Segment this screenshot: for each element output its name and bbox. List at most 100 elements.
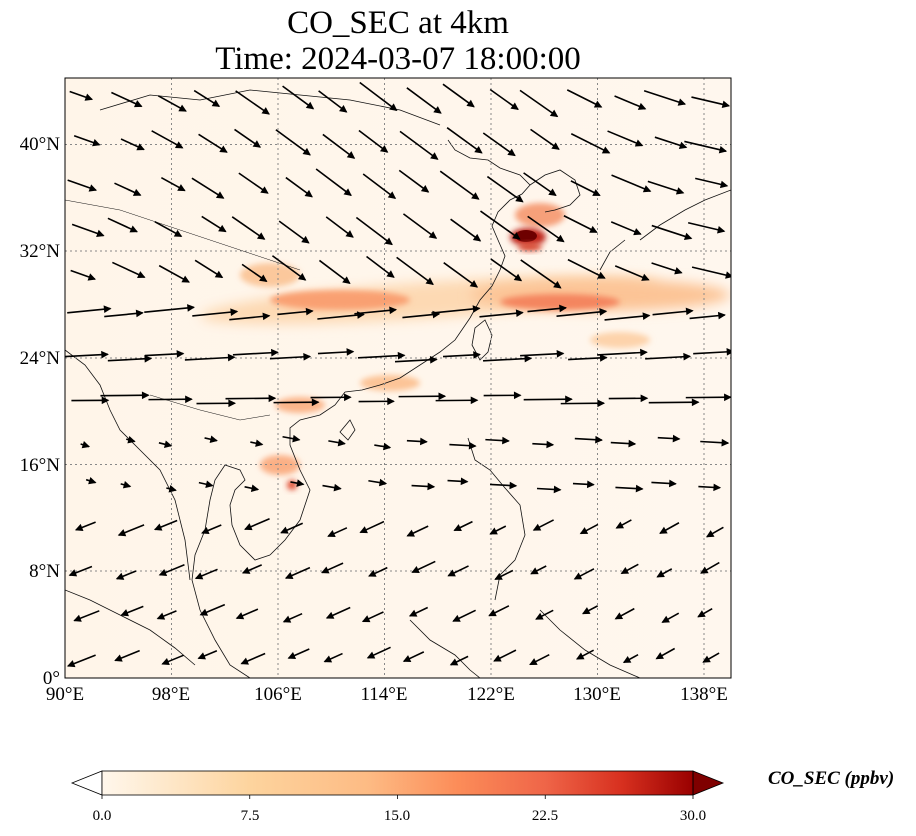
wind-arrow-head — [219, 145, 228, 153]
wind-arrow-head — [173, 229, 183, 237]
wind-arrow-head — [411, 566, 420, 573]
lat-label-24: 24°N — [19, 348, 60, 369]
wind-arrow-shaft — [556, 310, 607, 317]
wind-arrow-head — [260, 186, 269, 194]
wind-arrow-head — [472, 305, 481, 313]
plot-title-line2: Time: 2024-03-07 18:00:00 — [215, 41, 581, 77]
colorbar-tick-1: 7.5 — [240, 808, 260, 824]
wind-arrow-head — [460, 477, 469, 486]
wind-arrow-head — [622, 655, 632, 663]
wind-arrow-head — [333, 483, 342, 492]
lon-label-90: 90°E — [45, 684, 85, 705]
wind-arrow-head — [101, 350, 109, 359]
wind-arrow-head — [620, 566, 630, 574]
wind-arrow-head — [515, 194, 524, 203]
wind-arrow-head — [640, 394, 649, 403]
wind-arrow-head — [386, 270, 395, 278]
gridlines — [65, 78, 731, 678]
wind-arrow-shaft — [443, 262, 478, 288]
wind-vectors — [65, 81, 731, 668]
wind-arrow-shaft — [480, 210, 521, 240]
wind-arrow-head — [255, 439, 264, 447]
wind-arrow-head — [601, 146, 611, 154]
wind-arrow-head — [133, 100, 143, 108]
wind-arrow-head — [325, 611, 335, 619]
wind-arrow-head — [683, 232, 693, 241]
wind-arrow-head — [402, 655, 412, 662]
wind-arrow-head — [342, 276, 351, 284]
wind-arrow-shaft — [399, 130, 439, 160]
colorbar-tick-3: 22.5 — [531, 808, 559, 824]
wind-arrow-head — [428, 231, 438, 239]
wind-arrow-head — [344, 393, 352, 402]
wind-arrow-head — [438, 392, 447, 401]
wind-arrow-head — [88, 184, 98, 192]
wind-arrow-head — [713, 483, 722, 492]
wind-arrow-head — [553, 485, 562, 494]
wind-arrow-head — [586, 480, 595, 489]
wind-arrow-head — [551, 142, 560, 150]
wind-arrow-head — [389, 103, 398, 112]
wind-arrow-shaft — [231, 216, 265, 240]
wind-arrow-head — [721, 100, 731, 109]
wind-arrow-head — [156, 612, 166, 620]
wind-arrow-head — [661, 615, 670, 623]
wind-arrow-head — [721, 438, 730, 447]
wind-arrow-head — [691, 398, 700, 407]
wind-arrow-head — [66, 660, 76, 668]
wind-arrow-head — [592, 189, 601, 196]
wind-arrow-head — [383, 442, 392, 451]
wind-arrow-head — [379, 145, 389, 153]
wind-arrow-head — [282, 615, 292, 623]
wind-arrow-head — [513, 391, 522, 400]
wind-arrow-shaft — [604, 314, 650, 321]
wind-arrow-head — [297, 273, 307, 281]
wind-arrow-head — [215, 191, 225, 199]
wind-arrow-head — [366, 651, 376, 659]
wind-arrow-head — [615, 521, 625, 529]
wind-arrow-head — [144, 354, 153, 363]
wind-arrow-head — [449, 658, 459, 666]
wind-arrow-head — [161, 657, 170, 666]
wind-arrow-head — [532, 523, 542, 531]
wind-arrow-head — [628, 439, 637, 448]
wind-arrow-head — [633, 228, 642, 236]
wind-arrow-head — [201, 526, 210, 535]
wind-arrow-head — [205, 480, 214, 488]
wind-arrow-head — [244, 523, 253, 531]
wind-arrow-head — [546, 440, 555, 449]
wind-arrow-head — [122, 481, 132, 489]
wind-arrow-head — [136, 143, 145, 151]
wind-arrow-head — [211, 99, 221, 107]
wind-arrow-shaft — [691, 266, 731, 278]
lon-label-130: 130°E — [573, 684, 621, 705]
wind-arrow-head — [659, 526, 668, 534]
wind-arrow-head — [287, 652, 297, 659]
wind-arrow-shaft — [275, 129, 311, 156]
wind-arrow-head — [597, 399, 606, 408]
wind-arrow-head — [502, 436, 510, 445]
wind-arrow-shaft — [479, 311, 523, 318]
wind-arrow-shaft — [643, 90, 686, 105]
colorbar-extend-min — [70, 770, 103, 796]
wind-arrow-head — [323, 655, 333, 663]
wind-arrow-head — [68, 569, 78, 577]
wind-arrow-head — [214, 270, 224, 279]
wind-arrow-head — [168, 485, 177, 493]
wind-arrow-head — [252, 140, 262, 148]
wind-arrow-head — [74, 523, 84, 532]
wind-arrow-shaft — [446, 127, 483, 154]
wind-arrow-head — [194, 572, 204, 580]
wind-arrow-head — [683, 352, 692, 361]
wind-arrow-head — [556, 234, 565, 243]
wind-arrow-head — [513, 273, 523, 282]
wind-arrow-head — [599, 354, 608, 362]
colorbar — [70, 770, 725, 799]
wind-arrow-shaft — [355, 216, 393, 246]
wind-arrow-head — [178, 104, 187, 112]
wind-arrow-head — [268, 394, 277, 403]
wind-arrow-head — [717, 226, 726, 234]
lon-label-98: 98°E — [151, 684, 191, 705]
wind-arrow-shaft — [645, 355, 691, 360]
wind-arrow-head — [669, 479, 677, 488]
